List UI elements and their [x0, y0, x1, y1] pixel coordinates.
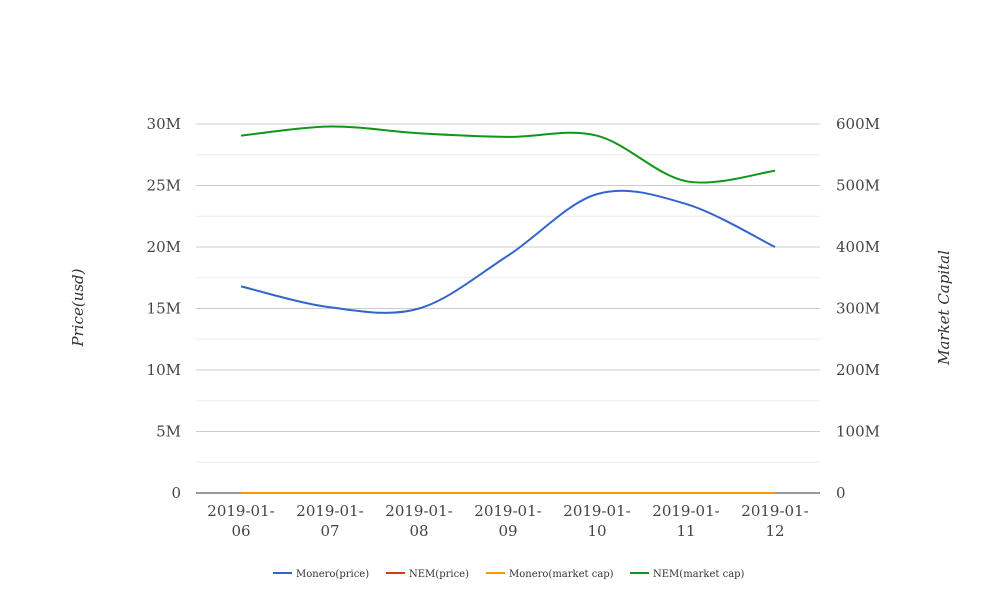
y-left-tick-label: 20M — [147, 238, 181, 256]
x-tick-label: 2019-01- — [741, 502, 808, 520]
x-tick-label-line2: 09 — [498, 522, 517, 540]
x-tick-label: 2019-01- — [385, 502, 452, 520]
y-right-tick-label: 500M — [836, 177, 880, 195]
x-tick-label: 2019-01- — [563, 502, 630, 520]
series-lines — [240, 125, 776, 495]
y-left-tick-label: 15M — [147, 300, 181, 318]
y-left-tick-label: 10M — [147, 361, 181, 379]
y-right-axis-title: Market Capital — [935, 250, 953, 366]
y-left-axis-title: Price(usd) — [69, 268, 87, 347]
x-tick-label-line2: 08 — [409, 522, 428, 540]
legend-label: Monero(price) — [296, 569, 369, 580]
x-tick-label-line2: 06 — [231, 522, 250, 540]
x-tick-label-line2: 10 — [587, 522, 606, 540]
y-left-tick-label: 25M — [147, 177, 181, 195]
gridlines — [196, 123, 820, 463]
y-left-tick-label: 0 — [171, 484, 181, 502]
series-line-monero-price — [240, 189, 776, 314]
series-line-nem-market-cap — [240, 125, 776, 184]
x-tick-label-line2: 12 — [765, 522, 784, 540]
legend-label: NEM(price) — [409, 569, 469, 580]
x-tick-label-line2: 07 — [320, 522, 339, 540]
y-right-tick-label: 300M — [836, 300, 880, 318]
y-right-tick-label: 0 — [836, 484, 846, 502]
x-tick-label: 2019-01- — [207, 502, 274, 520]
axes: 0 5M 10M 15M 20M 25M 30M 0 100M 200M 300M 400M 500M 6… — [69, 115, 953, 540]
x-tick-label-line2: 11 — [676, 522, 695, 540]
x-tick-label: 2019-01- — [296, 502, 363, 520]
y-left-tick-label: 5M — [156, 423, 181, 441]
y-right-tick-label: 100M — [836, 423, 880, 441]
x-tick-label: 2019-01- — [652, 502, 719, 520]
y-right-tick-label: 600M — [836, 115, 880, 133]
y-right-tick-label: 200M — [836, 361, 880, 379]
y-right-tick-label: 400M — [836, 238, 880, 256]
y-left-tick-label: 30M — [147, 115, 181, 133]
x-tick-label: 2019-01- — [474, 502, 541, 520]
legend-label: NEM(market cap) — [653, 569, 745, 580]
legend-label: Monero(market cap) — [509, 569, 614, 580]
legend: Monero(price) NEM(price) Monero(market cap… — [273, 569, 745, 580]
